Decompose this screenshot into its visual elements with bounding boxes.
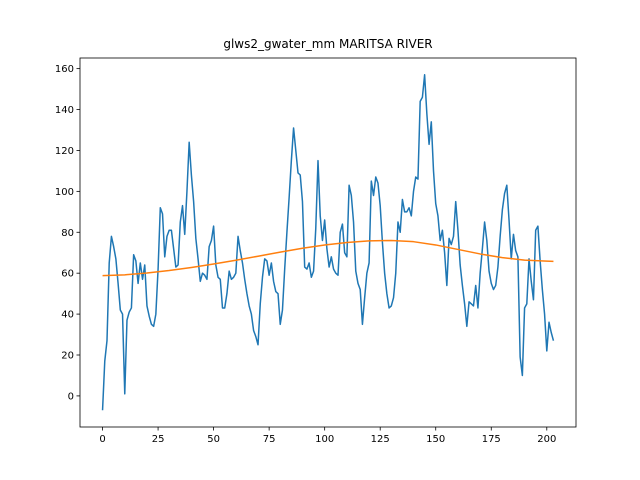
series-line (102, 239, 554, 277)
x-tick-label: 75 (263, 434, 276, 445)
x-tick-label: 25 (152, 434, 165, 445)
series-line (101, 74, 555, 411)
axes-frame (79, 57, 577, 428)
y-tick-label: 40 (61, 310, 74, 321)
y-tick-label: 100 (55, 187, 74, 198)
chart-title: glws2_gwater_mm MARITSA RIVER (223, 37, 432, 51)
y-tick-label: 60 (61, 269, 74, 280)
x-tick-label: 0 (99, 434, 105, 445)
x-tick-label: 50 (207, 434, 220, 445)
x-tick-label: 100 (315, 434, 334, 445)
y-tick-label: 160 (55, 64, 74, 75)
x-tick-label: 200 (537, 434, 556, 445)
y-tick-label: 20 (61, 351, 74, 362)
x-tick-label: 175 (482, 434, 501, 445)
y-tick-label: 80 (61, 228, 74, 239)
plot-area (101, 74, 555, 411)
y-tick-label: 140 (55, 105, 74, 116)
x-tick-label: 125 (371, 434, 390, 445)
y-tick-label: 120 (55, 146, 74, 157)
y-tick-label: 0 (68, 391, 74, 402)
x-tick-label: 150 (426, 434, 445, 445)
